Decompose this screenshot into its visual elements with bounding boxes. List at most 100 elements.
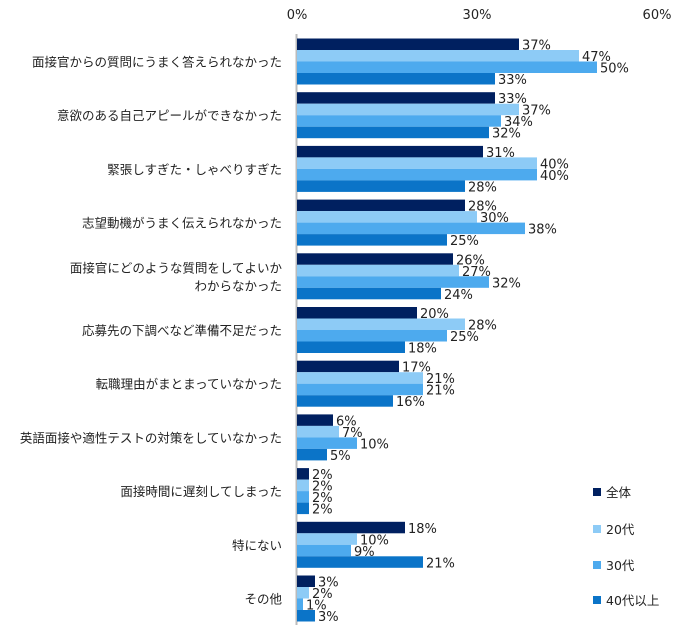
data-label: 24% [444,288,473,303]
data-label: 2% [312,587,333,602]
bar [297,544,351,557]
data-label: 28% [468,319,497,334]
bar [297,145,483,158]
data-label: 27% [462,265,491,280]
category-label: 面接時間に遅刻してしまった [120,484,282,499]
bar [297,598,303,610]
data-label: 50% [600,62,629,77]
legend-swatch [593,561,601,569]
bar [297,502,309,515]
bar [297,38,519,50]
data-label: 18% [408,342,437,357]
data-label: 21% [426,372,455,387]
data-label: 9% [354,545,375,560]
data-label: 2% [312,480,333,495]
data-label: 32% [492,276,521,291]
data-label: 20% [420,307,449,322]
bar [297,383,423,396]
bar [297,115,501,127]
bar [297,468,309,480]
bar [297,556,423,568]
category-label: 志望動機がうまく伝えられなかった [82,216,282,231]
bar [297,168,537,181]
legend-label: 20代 [606,522,635,537]
bar [297,157,537,169]
legend-swatch [593,488,601,496]
bar [297,264,459,277]
legend-label: 全体 [606,485,632,500]
bar [297,199,465,212]
x-tick-label: 0% [287,8,308,23]
bar [297,372,423,384]
bar [297,222,525,235]
bar [297,437,357,449]
legend-label: 30代 [606,558,635,573]
data-label: 2% [312,468,333,483]
data-label: 34% [504,115,533,130]
legend-swatch [593,525,601,533]
data-label: 5% [330,449,351,464]
category-label: 英語面接や適性テストの対策をしていなかった [20,430,282,445]
x-tick-label: 60% [643,8,672,23]
data-label: 26% [456,253,485,268]
bar [297,92,495,104]
bar [297,318,465,330]
bar [297,533,357,545]
data-label: 10% [360,533,389,548]
bar [297,360,399,373]
data-label: 21% [426,556,455,571]
category-label: 面接官からの質問にうまく答えられなかった [32,55,282,70]
bar [297,341,405,353]
bar [297,180,465,192]
bar [297,287,441,300]
data-label: 10% [360,437,389,452]
data-label: 6% [336,414,357,429]
data-label: 7% [342,426,363,441]
bar [297,425,339,438]
data-label: 16% [396,395,425,410]
bar [297,521,405,534]
bar [297,61,597,73]
data-label: 28% [468,180,497,195]
data-label: 2% [312,503,333,518]
x-tick-label: 30% [463,8,492,23]
category-label: その他 [244,592,282,607]
bar [297,276,489,288]
category-label: 特にない [232,538,282,553]
bar [297,330,447,342]
category-label: 緊張しすぎた・しゃべりすぎた [107,162,282,177]
bar [297,610,315,622]
bar [297,307,417,319]
data-label: 33% [498,73,527,88]
data-label: 32% [492,127,521,142]
bar [297,126,489,139]
bar [297,395,393,407]
data-label: 3% [318,576,339,591]
legend-swatch [593,596,601,604]
data-label: 38% [528,223,557,238]
data-label: 17% [402,361,431,376]
bar [297,103,519,116]
category-label: 面接官にどのような質問をしてよいか [70,260,283,275]
category-label: 転職理由がまとまっていなかった [96,377,282,392]
data-label: 40% [540,157,569,172]
category-label: わからなかった [194,278,282,293]
data-label: 2% [312,491,333,506]
bar [297,73,495,85]
data-label: 31% [486,146,515,161]
bar [297,587,309,599]
data-label: 28% [468,200,497,215]
bar [297,491,309,503]
bar [297,479,309,492]
data-label: 40% [540,169,569,184]
data-label: 37% [522,104,551,119]
bar [297,211,477,223]
data-label: 3% [318,610,339,625]
data-label: 25% [450,234,479,249]
bar [297,253,453,265]
data-label: 30% [480,211,509,226]
bar [297,234,447,246]
bar [297,448,327,461]
